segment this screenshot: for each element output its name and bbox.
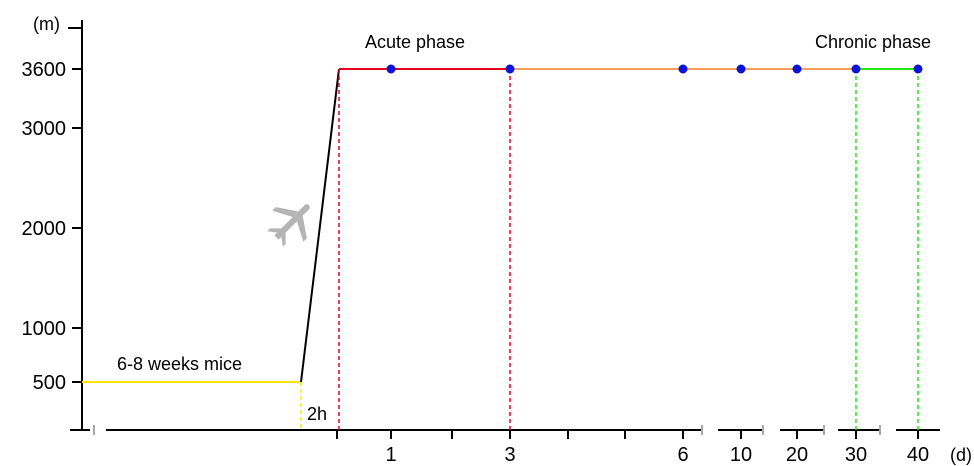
y-tick-label: 3600 xyxy=(22,59,67,81)
y-tick-label: 1000 xyxy=(22,318,67,340)
altitude-lines xyxy=(82,68,918,383)
sample-points xyxy=(386,64,923,74)
y-axis: (m) xyxy=(33,14,83,430)
x-tick-label: 3 xyxy=(504,444,515,466)
chronic-phase-label: Chronic phase xyxy=(815,32,931,52)
x-axis-unit: (d) xyxy=(950,445,972,465)
y-axis-unit: (m) xyxy=(33,14,60,34)
sample-point xyxy=(792,64,802,74)
sample-point xyxy=(505,64,515,74)
x-tick-label: 20 xyxy=(786,444,808,466)
sample-point xyxy=(386,64,396,74)
sample-point xyxy=(678,64,688,74)
y-tick-labels: 500 1000 2000 3000 3600 xyxy=(22,59,82,394)
y-tick-label: 3000 xyxy=(22,118,67,140)
acute-phase-label: Acute phase xyxy=(365,32,465,52)
x-tick-label: 30 xyxy=(845,444,867,466)
x-tick-label: 40 xyxy=(907,444,929,466)
sample-point xyxy=(851,64,861,74)
duration-label: 2h xyxy=(307,404,327,424)
phase-droplines xyxy=(300,69,919,430)
y-tick-label: 500 xyxy=(33,372,66,394)
airplane-icon xyxy=(267,204,310,247)
sample-point xyxy=(736,64,746,74)
mice-label: 6-8 weeks mice xyxy=(117,354,242,374)
x-tick-label: 6 xyxy=(677,444,688,466)
sample-point xyxy=(913,64,923,74)
segment-ascent xyxy=(300,68,340,383)
x-tick-label: 1 xyxy=(385,444,396,466)
y-tick-label: 2000 xyxy=(22,218,67,240)
x-axis: (d) xyxy=(70,425,972,465)
x-tick-labels: 1 3 6 10 20 30 40 xyxy=(385,430,929,466)
x-tick-label: 10 xyxy=(730,444,752,466)
